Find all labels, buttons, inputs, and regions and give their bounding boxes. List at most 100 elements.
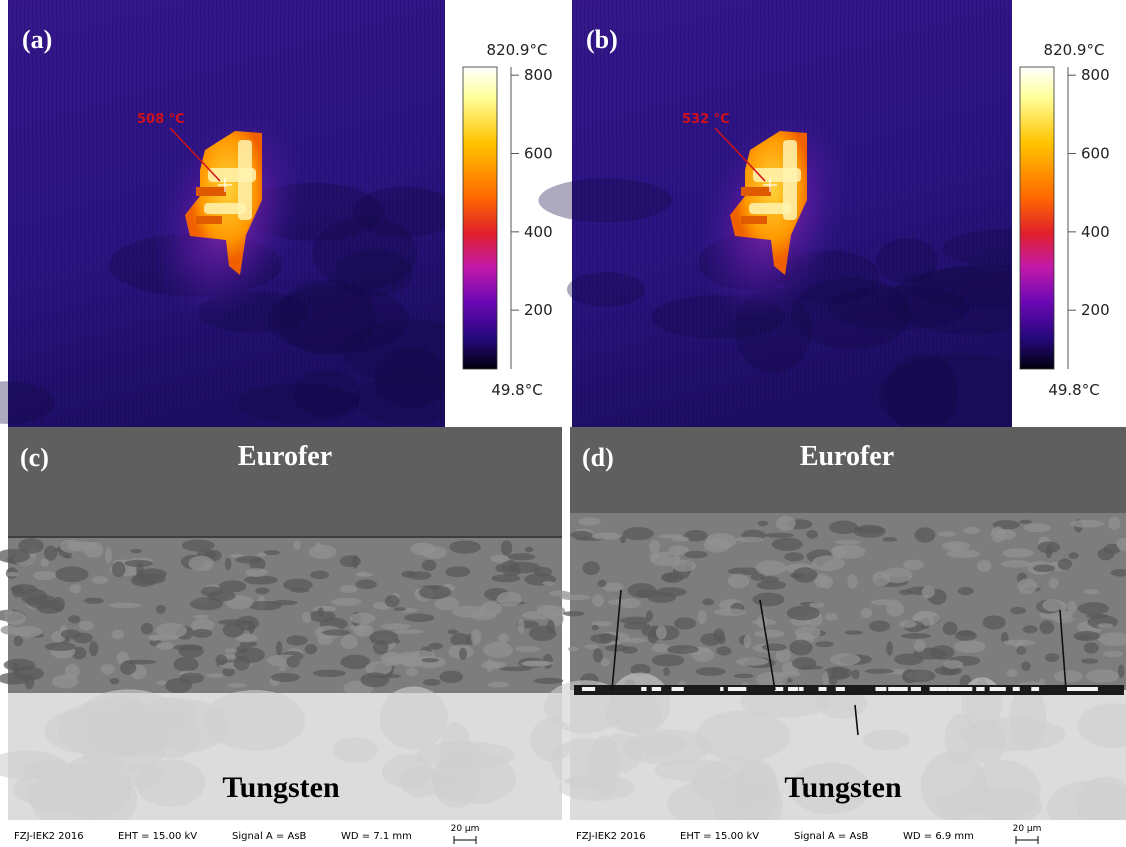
grain	[1097, 548, 1114, 560]
crack-debris	[791, 687, 798, 691]
grain	[305, 644, 318, 654]
grain	[313, 670, 346, 677]
grain	[1073, 631, 1099, 641]
grain	[1054, 670, 1083, 682]
crack-debris	[800, 687, 804, 691]
colorbar-max: 820.9°C	[1044, 41, 1105, 59]
grain	[765, 533, 794, 538]
grain	[852, 670, 860, 680]
grain	[597, 580, 606, 587]
grain	[1118, 664, 1125, 678]
grain	[12, 662, 19, 674]
hot-notch	[196, 187, 226, 196]
grain	[156, 642, 174, 650]
grain	[141, 623, 153, 634]
colorbar-tick-label: 400	[524, 223, 553, 241]
grain	[792, 657, 817, 670]
grain	[714, 608, 746, 615]
grain	[286, 656, 300, 668]
crack-debris	[1031, 687, 1039, 691]
grain	[44, 545, 57, 560]
grain	[1049, 578, 1059, 589]
grain	[315, 542, 321, 552]
grain	[515, 646, 540, 652]
grain	[79, 621, 94, 631]
grain	[134, 573, 166, 584]
grain	[244, 575, 278, 584]
grain	[225, 648, 236, 652]
grain	[1017, 578, 1037, 594]
grain	[915, 527, 936, 542]
grain	[180, 673, 204, 684]
crack-debris	[652, 687, 661, 691]
grain	[983, 615, 1006, 629]
grain	[411, 543, 436, 556]
grain	[491, 555, 510, 563]
grain	[656, 626, 667, 640]
grain	[883, 537, 898, 542]
grain	[406, 668, 418, 676]
grain	[886, 641, 893, 655]
grain	[752, 593, 784, 607]
grain	[754, 630, 784, 638]
grain	[758, 521, 768, 527]
grain	[977, 560, 991, 572]
grain	[234, 656, 250, 671]
colorbar-tick-label: 800	[1081, 66, 1110, 84]
hot-notch	[741, 187, 771, 196]
grain	[111, 630, 124, 639]
crack-debris	[1090, 687, 1098, 691]
grain	[1042, 599, 1062, 611]
grain	[112, 562, 126, 578]
grain	[419, 585, 451, 599]
grain	[755, 560, 786, 575]
colorbar	[463, 67, 497, 369]
grain	[381, 623, 410, 629]
grain	[227, 683, 247, 687]
grain	[601, 658, 610, 666]
info-text: EHT = 15.00 kV	[118, 831, 197, 842]
grain	[784, 552, 804, 561]
grain	[1045, 544, 1052, 558]
grain	[734, 674, 754, 679]
grain	[914, 639, 926, 652]
colorbar-min: 49.8°C	[1048, 381, 1099, 399]
grain	[1081, 658, 1098, 663]
grain	[449, 540, 481, 553]
tungsten-grain	[966, 720, 1006, 764]
colorbar-tick-label: 600	[1081, 145, 1110, 163]
grain	[69, 584, 81, 593]
grain	[194, 615, 209, 619]
grain	[702, 598, 714, 605]
grain	[1010, 607, 1026, 614]
grain	[318, 607, 324, 616]
grain	[736, 658, 769, 666]
grain	[663, 573, 679, 581]
grain	[407, 571, 431, 580]
tungsten-grain	[332, 737, 377, 763]
grain	[667, 645, 699, 654]
grain	[830, 653, 861, 665]
crack-debris	[837, 687, 845, 691]
grain	[713, 628, 724, 642]
grain	[620, 617, 651, 625]
grain	[498, 633, 509, 643]
grain	[899, 589, 912, 595]
grain	[1007, 669, 1018, 677]
grain	[789, 640, 812, 656]
grain	[404, 614, 434, 622]
grain	[776, 516, 796, 531]
grain	[89, 641, 99, 656]
grain	[835, 540, 861, 544]
grain	[310, 571, 329, 580]
grain	[67, 541, 97, 551]
crack-debris	[948, 687, 959, 691]
tungsten-grain	[588, 735, 619, 798]
grain	[270, 600, 297, 605]
grain	[955, 630, 977, 640]
grain	[706, 533, 737, 548]
grain	[384, 655, 416, 664]
grain	[856, 527, 884, 534]
grain	[1084, 589, 1099, 594]
tungsten-grain	[1009, 686, 1046, 750]
